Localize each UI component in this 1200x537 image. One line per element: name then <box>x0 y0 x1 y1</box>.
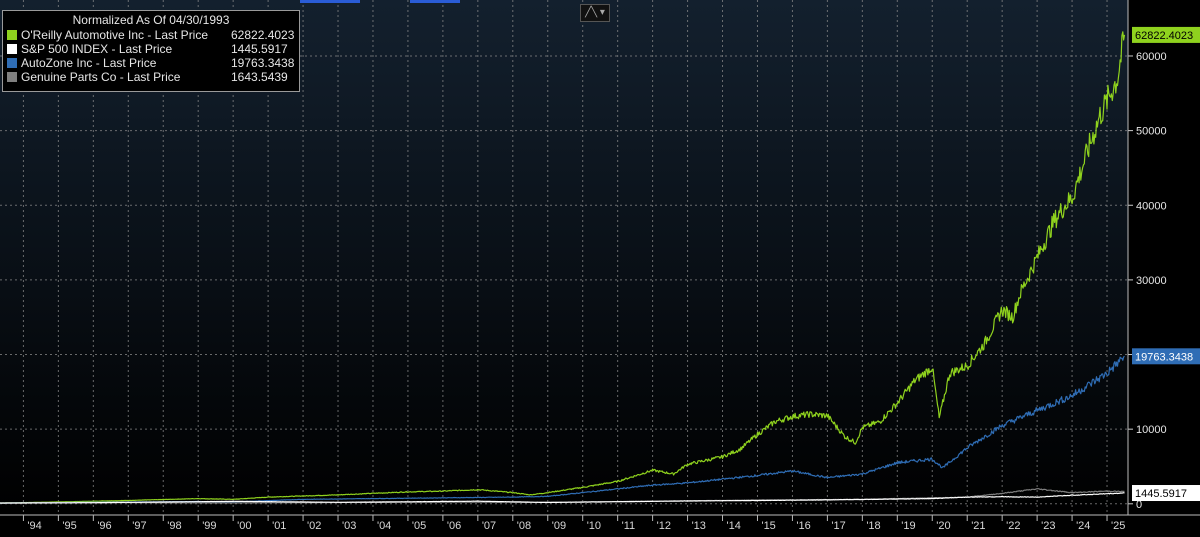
x-tick-label: '23 <box>1041 520 1055 532</box>
x-tick-label: '08 <box>517 520 531 532</box>
y-tick-label: 50000 <box>1136 126 1167 138</box>
legend: Normalized As Of 04/30/1993 O'Reilly Aut… <box>2 10 300 92</box>
series-lines <box>0 31 1126 504</box>
legend-item-label: AutoZone Inc - Last Price <box>21 56 157 70</box>
x-tick-label: '17 <box>831 520 845 532</box>
last-value-label: 19763.3438 <box>1135 351 1193 363</box>
x-tick-label: '02 <box>307 520 321 532</box>
legend-item: AutoZone Inc - Last Price 19763.3438 <box>3 56 299 70</box>
legend-item-label: S&P 500 INDEX - Last Price <box>21 42 173 56</box>
legend-item: Genuine Parts Co - Last Price 1643.5439 <box>3 70 299 84</box>
x-tick-label: '20 <box>936 520 950 532</box>
x-tick-label: '11 <box>622 520 636 532</box>
x-tick-label: '15 <box>761 520 775 532</box>
x-tick-label: '07 <box>482 520 496 532</box>
top-accent-bar <box>410 0 460 3</box>
x-tick-label: '96 <box>97 520 111 532</box>
x-tick-label: '01 <box>272 520 286 532</box>
x-tick-label: '10 <box>587 520 601 532</box>
x-tick-label: '25 <box>1111 520 1125 532</box>
x-tick-label: '21 <box>971 520 985 532</box>
y-tick-label: 10000 <box>1136 424 1167 436</box>
x-tick-label: '09 <box>552 520 566 532</box>
legend-item: O'Reilly Automotive Inc - Last Price 628… <box>3 28 299 42</box>
legend-item-value: 62822.4023 <box>231 28 295 42</box>
value-labels: 62822.4023 19763.3438 1445.5917 <box>1132 26 1200 502</box>
x-tick-label: '22 <box>1006 520 1020 532</box>
legend-item-value: 1643.5439 <box>231 70 288 84</box>
x-tick-label: '18 <box>866 520 880 532</box>
y-tick-label: 60000 <box>1136 51 1167 63</box>
top-accent-bar <box>300 0 360 3</box>
x-tick-label: '24 <box>1076 520 1090 532</box>
chart-type-button[interactable]: ╱╲ ▾ <box>580 4 610 22</box>
x-tick-label: '05 <box>412 520 426 532</box>
legend-item-value: 19763.3438 <box>231 56 295 70</box>
legend-swatch <box>7 58 17 68</box>
line-chart-icon: ╱╲ <box>585 7 598 18</box>
x-tick-label: '00 <box>237 520 251 532</box>
legend-swatch <box>7 72 17 82</box>
x-tick-label: '12 <box>657 520 671 532</box>
x-tick-label: '95 <box>62 520 76 532</box>
last-value-badge <box>1132 485 1200 502</box>
last-value-badge <box>1132 348 1200 365</box>
chevron-down-icon: ▾ <box>599 7 605 18</box>
x-tick-label: '04 <box>377 520 391 532</box>
y-tick-label: 30000 <box>1136 275 1167 287</box>
x-tick-label: '19 <box>901 520 915 532</box>
x-tick-label: '14 <box>727 520 741 532</box>
y-tick-label: 0 <box>1136 499 1142 511</box>
legend-item-label: O'Reilly Automotive Inc - Last Price <box>21 28 209 42</box>
last-value-label: 62822.4023 <box>1135 30 1193 42</box>
x-tick-label: '94 <box>27 520 41 532</box>
y-tick-label: 40000 <box>1136 200 1167 212</box>
x-tick-label: '13 <box>692 520 706 532</box>
x-tick-label: '98 <box>167 520 181 532</box>
legend-item-label: Genuine Parts Co - Last Price <box>21 70 181 84</box>
x-tick-label: '99 <box>202 520 216 532</box>
legend-swatch <box>7 30 17 40</box>
x-tick-label: '06 <box>447 520 461 532</box>
legend-item: S&P 500 INDEX - Last Price 1445.5917 <box>3 42 299 56</box>
legend-title: Normalized As Of 04/30/1993 <box>72 13 230 27</box>
x-tick-label: '03 <box>342 520 356 532</box>
legend-item-value: 1445.5917 <box>231 42 288 56</box>
series-line <box>0 31 1126 504</box>
x-tick-label: '97 <box>132 520 146 532</box>
x-tick-label: '16 <box>796 520 810 532</box>
legend-swatch <box>7 44 17 54</box>
last-value-badge <box>1132 26 1200 43</box>
last-value-label: 1445.5917 <box>1135 488 1187 500</box>
series-line <box>0 492 1125 504</box>
